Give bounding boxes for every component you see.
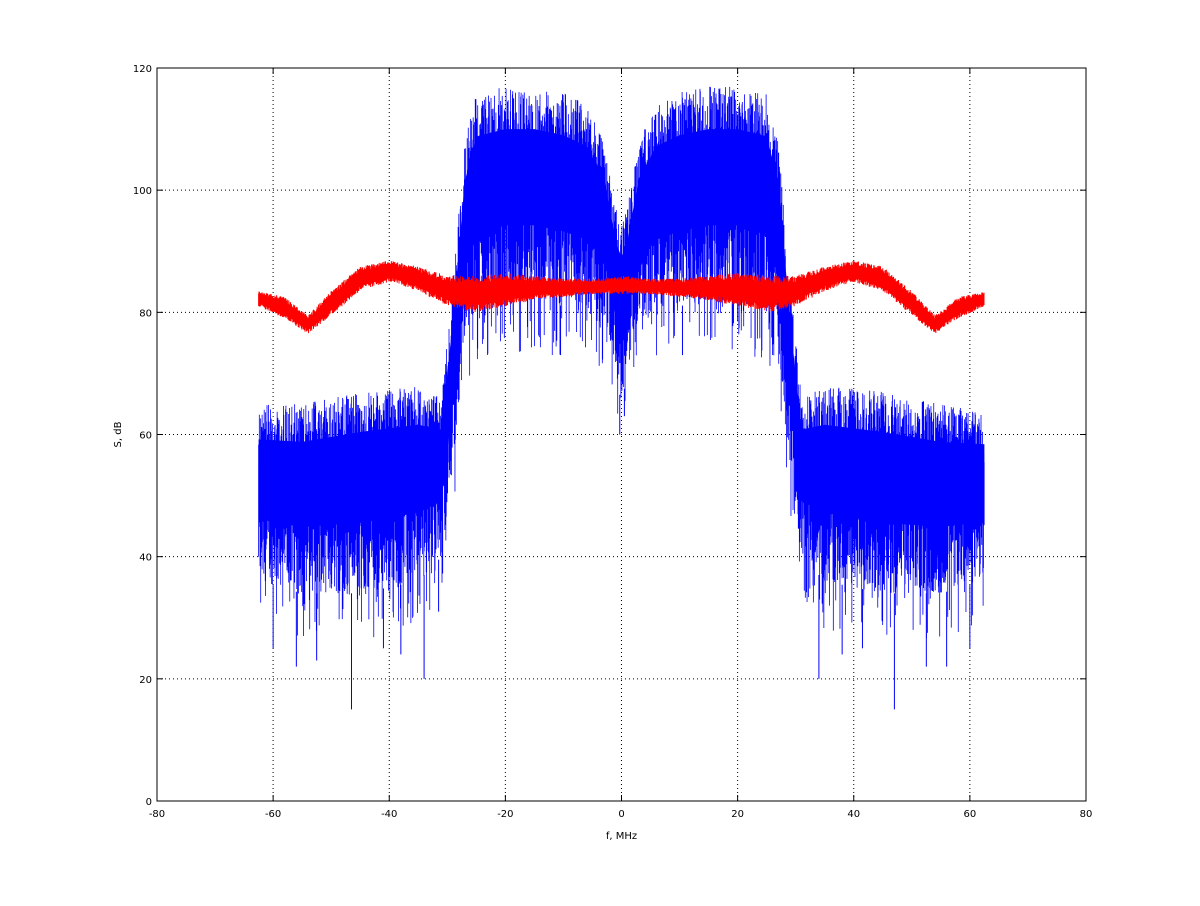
x-tick-label: 20 — [731, 809, 744, 820]
y-tick-label: 20 — [139, 675, 152, 686]
x-tick-label: -20 — [497, 809, 513, 820]
x-tick-label: -40 — [381, 809, 397, 820]
ticks: -80 -60 -40 -20 0 20 40 60 80 0 20 40 60 80 100 120 — [133, 64, 1092, 820]
x-tick-label: 60 — [964, 809, 977, 820]
series-layer — [258, 86, 985, 710]
y-tick-label: 0 — [146, 797, 152, 808]
x-tick-label: 80 — [1080, 809, 1093, 820]
y-tick-label: 60 — [139, 431, 152, 442]
x-tick-label: 0 — [618, 809, 624, 820]
x-tick-label: -80 — [149, 809, 165, 820]
x-tick-label: 40 — [847, 809, 860, 820]
series-band-core — [258, 129, 985, 528]
y-tick-label: 100 — [133, 186, 152, 197]
series-red-band — [258, 261, 985, 334]
y-axis-label: S, dB — [113, 421, 124, 447]
y-tick-label: 120 — [133, 64, 152, 75]
x-axis-label: f, MHz — [606, 831, 637, 842]
series-band-core — [258, 264, 985, 331]
y-tick-label: 40 — [139, 553, 152, 564]
series-blue-spectrum — [258, 86, 985, 710]
series-trace — [258, 86, 985, 639]
y-tick-label: 80 — [139, 308, 152, 319]
x-tick-label: -60 — [265, 809, 281, 820]
